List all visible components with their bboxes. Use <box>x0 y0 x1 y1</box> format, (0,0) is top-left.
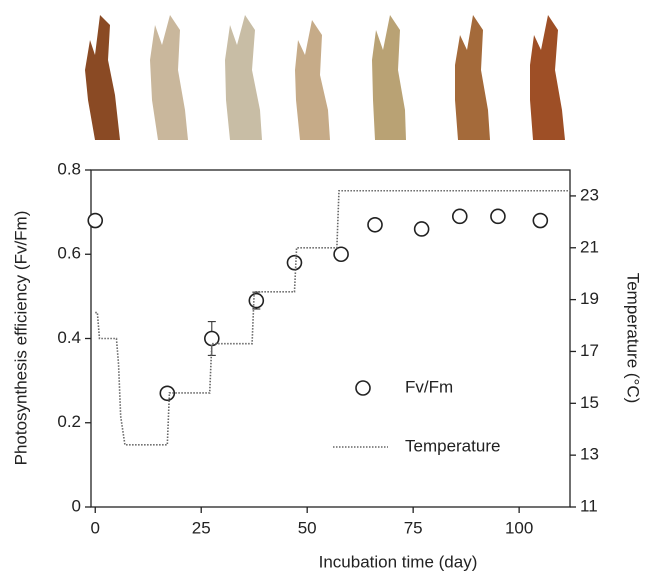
x-tick-label: 25 <box>192 518 211 537</box>
y2-tick-label: 11 <box>580 496 598 515</box>
legend-marker <box>355 380 371 396</box>
legend-label: Fv/Fm <box>405 377 453 396</box>
data-point <box>367 216 383 233</box>
y-tick-label: 0.4 <box>57 328 81 347</box>
y2-axis-title: Temperature (°C) <box>624 273 643 404</box>
temperature-line <box>95 189 570 446</box>
y-tick-label: 0.6 <box>57 244 81 263</box>
coral <box>530 15 565 140</box>
data-point <box>413 221 430 237</box>
data-point <box>87 212 104 229</box>
x-tick-label: 0 <box>91 518 100 537</box>
data-point <box>532 212 549 229</box>
legend-label: Temperature <box>405 436 500 455</box>
x-axis-title: Incubation time (day) <box>319 552 478 571</box>
y-tick-label: 0.8 <box>57 159 81 178</box>
x-tick-label: 50 <box>298 518 317 537</box>
y-tick-label: 0.2 <box>57 412 81 431</box>
data-point <box>286 254 303 271</box>
coral <box>295 20 330 140</box>
y2-tick-label: 23 <box>580 185 599 204</box>
y2-tick-label: 17 <box>580 341 599 360</box>
coral <box>372 15 406 140</box>
data-point <box>204 330 220 347</box>
y-axis-title: Photosynthesis efficiency (Fv/Fm) <box>11 211 30 466</box>
y2-tick-label: 13 <box>580 445 599 464</box>
y-tick-label: 0 <box>72 496 81 515</box>
y2-tick-label: 19 <box>580 289 599 308</box>
x-tick-label: 100 <box>505 518 533 537</box>
coral <box>150 15 188 140</box>
coral <box>85 15 120 140</box>
data-point <box>159 385 176 402</box>
y2-tick-label: 15 <box>580 393 599 412</box>
coral <box>455 15 490 140</box>
data-point <box>333 246 349 263</box>
coral <box>225 15 262 140</box>
x-tick-label: 75 <box>404 518 423 537</box>
coral-photos <box>85 15 565 140</box>
data-point <box>490 208 506 225</box>
data-point <box>451 208 468 225</box>
y2-tick-label: 21 <box>580 237 599 256</box>
data-point <box>248 292 265 309</box>
